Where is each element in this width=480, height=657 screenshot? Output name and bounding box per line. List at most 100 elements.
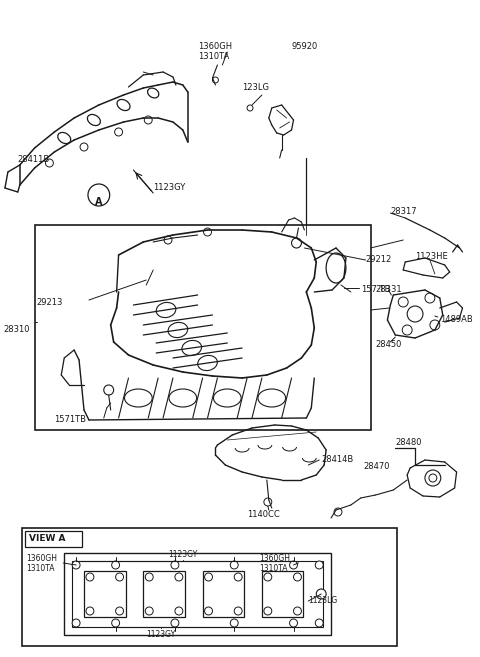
- Ellipse shape: [214, 389, 241, 407]
- Text: 1123LG: 1123LG: [308, 596, 337, 605]
- Circle shape: [175, 607, 183, 615]
- Text: 157·TB: 157·TB: [361, 285, 390, 294]
- Circle shape: [264, 607, 272, 615]
- Circle shape: [86, 607, 94, 615]
- Circle shape: [402, 325, 412, 335]
- Ellipse shape: [168, 323, 188, 338]
- Text: 1310TA: 1310TA: [198, 52, 229, 61]
- Circle shape: [289, 619, 298, 627]
- Text: 1140CC: 1140CC: [247, 510, 280, 519]
- Text: 28414B: 28414B: [321, 455, 353, 464]
- Ellipse shape: [258, 389, 286, 407]
- Text: VIEW A: VIEW A: [29, 534, 65, 543]
- Circle shape: [289, 561, 298, 569]
- Ellipse shape: [169, 389, 197, 407]
- Text: 28411B: 28411B: [18, 155, 50, 164]
- Circle shape: [88, 184, 110, 206]
- Text: 1310TA: 1310TA: [259, 564, 288, 573]
- Circle shape: [398, 297, 408, 307]
- Circle shape: [204, 607, 213, 615]
- Circle shape: [234, 573, 242, 581]
- Bar: [84, 571, 125, 617]
- Circle shape: [171, 561, 179, 569]
- Circle shape: [425, 293, 435, 303]
- Circle shape: [86, 573, 94, 581]
- Circle shape: [230, 561, 238, 569]
- Circle shape: [72, 561, 80, 569]
- Text: 1123GY: 1123GY: [146, 630, 176, 639]
- Circle shape: [204, 228, 212, 236]
- Text: 29213: 29213: [36, 298, 63, 307]
- Ellipse shape: [198, 355, 217, 371]
- Circle shape: [315, 619, 323, 627]
- Text: 28470: 28470: [364, 462, 390, 471]
- Circle shape: [293, 573, 301, 581]
- Bar: [203, 571, 244, 617]
- Circle shape: [425, 470, 441, 486]
- Circle shape: [430, 320, 440, 330]
- Circle shape: [104, 385, 114, 395]
- Text: 1123GY: 1123GY: [153, 183, 185, 192]
- Text: 29212: 29212: [366, 255, 392, 264]
- Text: 1123GY: 1123GY: [168, 550, 197, 559]
- Text: 1360GH: 1360GH: [259, 554, 290, 563]
- Text: 28331: 28331: [375, 285, 402, 294]
- Circle shape: [80, 143, 88, 151]
- Circle shape: [204, 573, 213, 581]
- Circle shape: [115, 128, 122, 136]
- Text: 123LG: 123LG: [242, 83, 269, 92]
- Ellipse shape: [87, 114, 100, 125]
- Text: 1489AB: 1489AB: [440, 315, 472, 324]
- Circle shape: [247, 105, 253, 111]
- Text: 28310: 28310: [3, 325, 29, 334]
- Text: 28450: 28450: [375, 340, 402, 349]
- Ellipse shape: [156, 302, 176, 317]
- Circle shape: [234, 607, 242, 615]
- Bar: [262, 571, 303, 617]
- Circle shape: [164, 236, 172, 244]
- Circle shape: [171, 619, 179, 627]
- Bar: [64, 553, 331, 635]
- Circle shape: [293, 607, 301, 615]
- Circle shape: [72, 619, 80, 627]
- Ellipse shape: [58, 133, 71, 144]
- Text: 95920: 95920: [291, 42, 318, 51]
- Bar: [22, 528, 397, 646]
- Circle shape: [407, 306, 423, 322]
- Text: 28480: 28480: [396, 438, 422, 447]
- Circle shape: [334, 508, 342, 516]
- Circle shape: [291, 238, 301, 248]
- Bar: [24, 531, 82, 547]
- Ellipse shape: [326, 253, 346, 283]
- Ellipse shape: [124, 389, 152, 407]
- Text: 1360GH: 1360GH: [198, 42, 232, 51]
- Ellipse shape: [147, 88, 159, 98]
- Bar: [144, 571, 185, 617]
- Circle shape: [145, 573, 153, 581]
- Text: 1571TB: 1571TB: [54, 415, 86, 424]
- Bar: [35, 225, 371, 430]
- Circle shape: [264, 498, 272, 506]
- Circle shape: [112, 619, 120, 627]
- Bar: [72, 561, 323, 627]
- Circle shape: [429, 474, 437, 482]
- Text: 1360GH: 1360GH: [27, 554, 58, 563]
- Circle shape: [264, 573, 272, 581]
- Circle shape: [316, 589, 326, 599]
- Circle shape: [175, 573, 183, 581]
- Circle shape: [315, 561, 323, 569]
- Text: 28317: 28317: [390, 207, 417, 216]
- Circle shape: [112, 561, 120, 569]
- Text: 1310TA: 1310TA: [27, 564, 55, 573]
- Text: A: A: [95, 197, 103, 207]
- Circle shape: [116, 573, 123, 581]
- Circle shape: [144, 116, 152, 124]
- Circle shape: [116, 607, 123, 615]
- Text: 1123HE: 1123HE: [415, 252, 448, 261]
- Circle shape: [230, 619, 238, 627]
- Circle shape: [46, 159, 53, 167]
- Ellipse shape: [117, 99, 130, 110]
- Circle shape: [213, 77, 218, 83]
- Ellipse shape: [182, 340, 202, 355]
- Circle shape: [145, 607, 153, 615]
